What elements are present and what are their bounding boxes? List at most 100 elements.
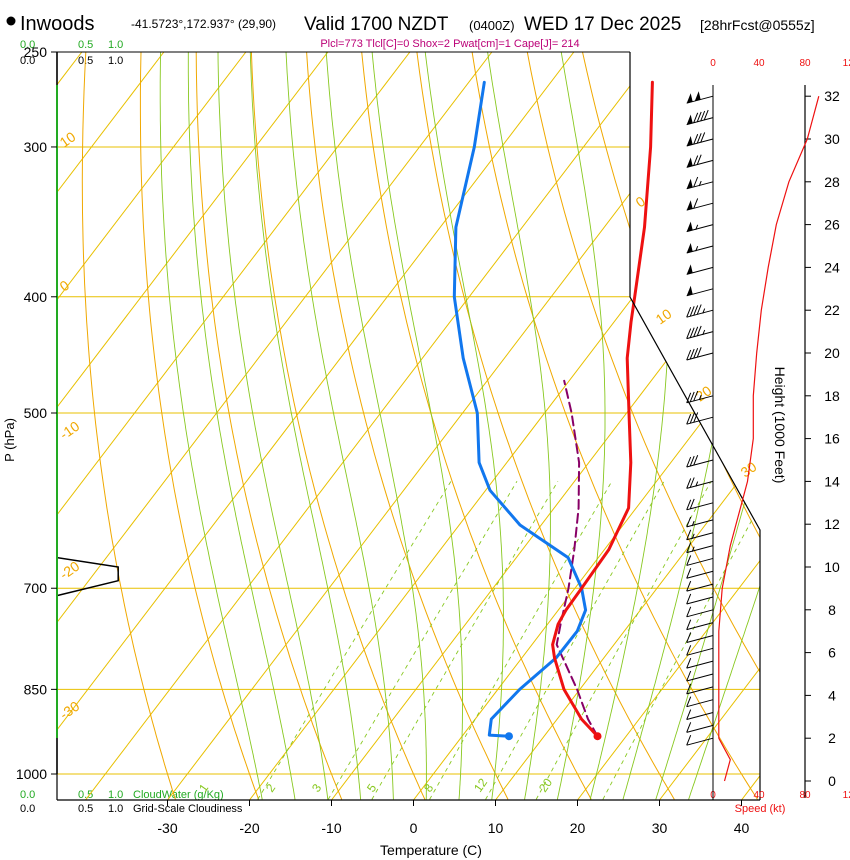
pressure-tick-label: 400 bbox=[24, 289, 48, 305]
x-tick-label: -20 bbox=[239, 820, 259, 836]
moist-adiabat-line bbox=[688, 52, 760, 800]
wind-barb-feather bbox=[693, 112, 699, 123]
wind-barb-feather bbox=[686, 632, 692, 643]
wind-barb bbox=[686, 91, 714, 104]
wind-barb-feather bbox=[686, 456, 692, 468]
indices-line: Plcl=773 Tlcl[C]=0 Shox=2 Pwat[cm]=1 Cap… bbox=[320, 38, 579, 50]
wind-barb bbox=[686, 176, 714, 190]
wind-barb-feather bbox=[686, 555, 692, 566]
wind-barb-feather bbox=[689, 413, 695, 424]
wind-barb-feather bbox=[686, 307, 692, 318]
wind-barb-flag bbox=[694, 91, 701, 102]
cloud-bottom-green-2: 1.0 bbox=[108, 789, 123, 801]
cloud-bottom-black-0: 0.0 bbox=[20, 803, 35, 815]
wind-barb-feather bbox=[693, 176, 699, 188]
wind-barb bbox=[686, 285, 714, 297]
wind-barb-feather bbox=[686, 683, 692, 695]
height-tick-label: 26 bbox=[824, 217, 840, 233]
wind-barb-feather bbox=[689, 348, 695, 360]
dry-adiabat-line bbox=[304, 52, 509, 800]
wind-barb-half bbox=[691, 520, 695, 527]
wind-barb bbox=[686, 109, 714, 126]
height-tick-label: 4 bbox=[828, 687, 836, 703]
surface-dewpoint-dot bbox=[504, 732, 513, 741]
dry-adiabat-line bbox=[413, 52, 675, 800]
isotherm-line bbox=[167, 52, 739, 800]
speed-tick-label-bottom: 80 bbox=[799, 790, 811, 801]
isotherm-line bbox=[659, 52, 760, 800]
isotherm-line bbox=[413, 52, 760, 800]
mixing-ratio-line bbox=[485, 480, 665, 800]
wind-barb-feather bbox=[700, 110, 706, 122]
wind-barb-feather bbox=[686, 657, 692, 669]
height-tick-label: 20 bbox=[824, 345, 840, 361]
wind-barb-feather bbox=[686, 349, 692, 361]
wind-barb-staff bbox=[686, 352, 714, 361]
wind-barb-feather bbox=[696, 154, 702, 165]
wind-barb-feather bbox=[686, 722, 692, 733]
wind-barb-feather bbox=[686, 709, 692, 720]
wind-barb-half bbox=[702, 308, 706, 314]
dewpoint-trace bbox=[452, 80, 588, 738]
wind-barb-feather bbox=[686, 606, 692, 617]
forecast-info: [28hrFcst@0555z] bbox=[700, 17, 815, 33]
wind-barb-staff bbox=[686, 570, 714, 579]
wind-barb-half bbox=[695, 224, 699, 230]
pressure-tick-label: 1000 bbox=[16, 766, 47, 782]
pressure-tick-label: 500 bbox=[24, 405, 48, 421]
wind-barb bbox=[686, 529, 714, 541]
wind-barb-staff bbox=[686, 480, 714, 489]
height-tick-label: 16 bbox=[824, 431, 840, 447]
x-axis-title: Temperature (C) bbox=[380, 842, 482, 858]
wind-barb-staff bbox=[686, 557, 714, 566]
parcel-trace bbox=[555, 379, 599, 738]
moist-adiabat-line bbox=[285, 52, 394, 800]
wind-barb-feather bbox=[686, 580, 692, 592]
wind-barb-feather bbox=[689, 306, 695, 317]
isotherm-line bbox=[57, 52, 329, 800]
wind-barb-feather bbox=[686, 516, 692, 528]
pressure-tick-label: 250 bbox=[24, 44, 48, 60]
wind-barb bbox=[686, 455, 714, 468]
wind-barb bbox=[686, 198, 714, 211]
mixing-ratio-line bbox=[257, 480, 452, 800]
wind-barb-feather bbox=[686, 619, 692, 630]
temperature-trace bbox=[551, 80, 654, 738]
moist-adiabat-line bbox=[487, 52, 551, 800]
isotherm-diag-label: 20 bbox=[693, 382, 715, 404]
wind-barb-feather bbox=[689, 455, 695, 467]
wind-barb-flag bbox=[686, 178, 693, 189]
speed-tick-label-top: 0 bbox=[710, 58, 716, 69]
wind-barb bbox=[686, 568, 714, 579]
moist-adiabat-line bbox=[187, 52, 296, 800]
height-tick-label: 2 bbox=[828, 730, 836, 746]
height-tick-label: 28 bbox=[824, 174, 840, 190]
wind-barb bbox=[686, 347, 714, 361]
wind-barb-feather bbox=[693, 412, 699, 423]
frame-layer bbox=[56, 51, 761, 801]
wind-barb bbox=[686, 606, 714, 618]
y-axis-title: P (hPa) bbox=[2, 418, 17, 462]
wind-barb-half bbox=[698, 180, 702, 187]
wind-barb-feather bbox=[686, 542, 692, 553]
wind-barb-staff bbox=[686, 686, 714, 695]
speed-axis-title: Speed (kt) bbox=[735, 803, 786, 815]
wind-barb bbox=[686, 696, 714, 708]
wind-barb-feather bbox=[696, 111, 702, 123]
x-tick-label: 30 bbox=[652, 820, 668, 836]
wind-barb bbox=[686, 555, 714, 566]
wind-barb-feather bbox=[686, 593, 692, 605]
isotherm-diag-label: 0 bbox=[57, 277, 73, 295]
speed-tick-label-top: 80 bbox=[799, 58, 811, 69]
height-tick-label: 6 bbox=[828, 645, 836, 661]
wind-barb-staff bbox=[686, 331, 714, 340]
wind-barb bbox=[686, 390, 714, 404]
wind-barb bbox=[686, 325, 714, 340]
wind-barb-feather bbox=[689, 498, 695, 510]
x-tick-label: 0 bbox=[410, 820, 418, 836]
wind-barb-staff bbox=[686, 596, 714, 605]
mixing-ratio-label: 2 bbox=[263, 781, 278, 795]
mixing-ratio-label: 20 bbox=[536, 775, 555, 794]
wind-barb-feather bbox=[693, 305, 699, 316]
wind-barb-feather bbox=[686, 645, 692, 656]
